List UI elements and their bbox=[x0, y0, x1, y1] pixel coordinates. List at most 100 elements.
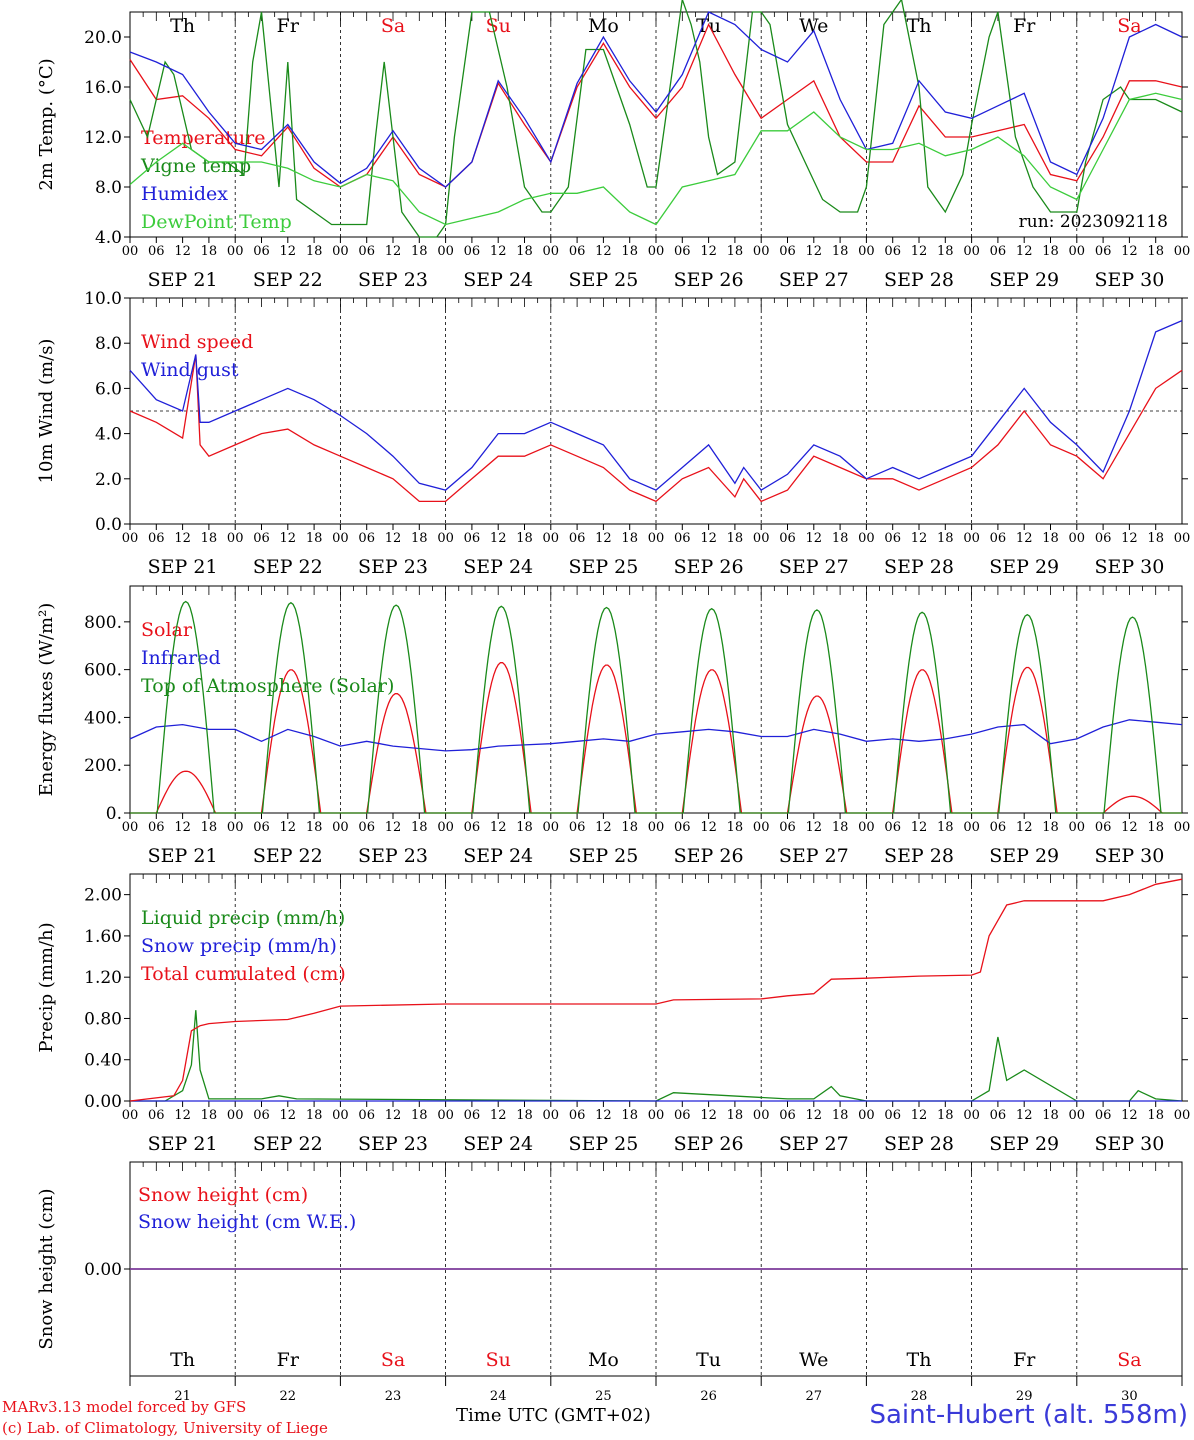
date-label: SEP 26 bbox=[674, 556, 744, 578]
date-label: SEP 22 bbox=[253, 556, 323, 578]
hour-tick-label: 06 bbox=[464, 820, 481, 835]
hour-tick-label: 18 bbox=[832, 244, 849, 259]
hour-tick-label: 12 bbox=[174, 531, 191, 546]
y-tick-label: 8.0 bbox=[95, 334, 122, 354]
hour-tick-label: 18 bbox=[1147, 820, 1164, 835]
day-number-label: 27 bbox=[806, 1389, 823, 1404]
hour-tick-label: 18 bbox=[1042, 1108, 1059, 1123]
y-axis-label: 10m Wind (m/s) bbox=[36, 339, 57, 484]
legend-snow-height-cm-w-e: Snow height (cm W.E.) bbox=[138, 1211, 356, 1233]
hour-tick-label: 00 bbox=[753, 244, 770, 259]
weekday-label: We bbox=[799, 1349, 828, 1371]
hour-tick-label: 00 bbox=[543, 1108, 560, 1123]
hour-tick-label: 18 bbox=[516, 531, 533, 546]
date-label: SEP 30 bbox=[1094, 269, 1164, 291]
hour-tick-label: 06 bbox=[990, 820, 1007, 835]
hour-tick-label: 18 bbox=[1147, 531, 1164, 546]
series-dewpoint-temp bbox=[129, 92, 1183, 226]
hour-tick-label: 06 bbox=[253, 531, 270, 546]
hour-tick-label: 00 bbox=[753, 1108, 770, 1123]
date-label: SEP 24 bbox=[463, 845, 533, 867]
hour-tick-label: 00 bbox=[437, 531, 454, 546]
hour-tick-label: 06 bbox=[569, 244, 586, 259]
hour-tick-label: 00 bbox=[332, 531, 349, 546]
weekday-label: Tu bbox=[696, 1349, 721, 1371]
date-label: SEP 30 bbox=[1094, 556, 1164, 578]
hour-tick-label: 00 bbox=[227, 1108, 244, 1123]
date-label: SEP 21 bbox=[148, 269, 218, 291]
y-tick-label: 0.80 bbox=[84, 1009, 122, 1029]
date-label: SEP 21 bbox=[148, 1133, 218, 1155]
hour-tick-label: 18 bbox=[306, 531, 323, 546]
hour-tick-label: 06 bbox=[884, 820, 901, 835]
y-tick-label: 1.60 bbox=[84, 927, 122, 947]
hour-tick-label: 00 bbox=[1174, 244, 1191, 259]
run-annotation: run: 2023092118 bbox=[1019, 212, 1168, 232]
weekday-label: Sa bbox=[1117, 1349, 1141, 1371]
hour-tick-label: 12 bbox=[700, 1108, 717, 1123]
hour-tick-label: 12 bbox=[806, 820, 823, 835]
day-number-label: 21 bbox=[174, 1389, 191, 1404]
hour-tick-label: 18 bbox=[201, 244, 218, 259]
hour-tick-label: 06 bbox=[253, 820, 270, 835]
hour-tick-label: 18 bbox=[727, 244, 744, 259]
y-tick-label: 12.0 bbox=[84, 128, 122, 148]
date-label: SEP 24 bbox=[463, 556, 533, 578]
hour-tick-label: 18 bbox=[937, 820, 954, 835]
day-number-label: 22 bbox=[280, 1389, 297, 1404]
hour-tick-label: 12 bbox=[1121, 1108, 1138, 1123]
y-tick-label: 4.0 bbox=[95, 425, 122, 445]
hour-tick-label: 06 bbox=[569, 820, 586, 835]
hour-tick-label: 18 bbox=[621, 1108, 638, 1123]
hour-tick-label: 18 bbox=[516, 1108, 533, 1123]
hour-tick-label: 12 bbox=[595, 531, 612, 546]
series-wind-gust bbox=[129, 320, 1183, 491]
legend-temperature: Temperature bbox=[141, 127, 265, 149]
hour-tick-label: 00 bbox=[543, 820, 560, 835]
legend-vigne-temp: Vigne temp bbox=[140, 155, 251, 177]
date-label: SEP 30 bbox=[1094, 1133, 1164, 1155]
weekday-label: Fr bbox=[1013, 15, 1036, 37]
weekday-label: Fr bbox=[277, 1349, 300, 1371]
hour-tick-label: 12 bbox=[700, 531, 717, 546]
hour-tick-label: 12 bbox=[1121, 531, 1138, 546]
hour-tick-label: 12 bbox=[806, 244, 823, 259]
weekday-label: Th bbox=[170, 15, 195, 37]
y-tick-label: 4.0 bbox=[95, 228, 122, 248]
hour-tick-label: 06 bbox=[464, 531, 481, 546]
date-label: SEP 24 bbox=[463, 1133, 533, 1155]
hour-tick-label: 00 bbox=[437, 820, 454, 835]
hour-tick-label: 12 bbox=[1121, 244, 1138, 259]
hour-tick-label: 06 bbox=[990, 1108, 1007, 1123]
series-vigne-temp bbox=[129, 0, 1183, 238]
legend-wind-gust: Wind gust bbox=[141, 359, 239, 381]
hour-tick-label: 12 bbox=[911, 244, 928, 259]
date-label: SEP 29 bbox=[989, 556, 1059, 578]
day-number-label: 26 bbox=[700, 1389, 717, 1404]
hour-tick-label: 06 bbox=[1095, 244, 1112, 259]
model-credit: MARv3.13 model forced by GFS bbox=[2, 1398, 247, 1416]
y-tick-label: 400. bbox=[84, 708, 122, 728]
hour-tick-label: 06 bbox=[779, 531, 796, 546]
hour-tick-label: 06 bbox=[1095, 820, 1112, 835]
hour-tick-label: 06 bbox=[358, 820, 375, 835]
legend-snow-height-cm: Snow height (cm) bbox=[138, 1184, 308, 1206]
hour-tick-label: 06 bbox=[569, 1108, 586, 1123]
date-label: SEP 22 bbox=[253, 1133, 323, 1155]
hour-tick-label: 18 bbox=[306, 820, 323, 835]
panel-1: 4.0 8.0 12.0 16.0 20.0 2m Temp. (°C) 00 06 12 18 S… bbox=[36, 0, 1190, 291]
hour-tick-label: 18 bbox=[727, 820, 744, 835]
date-label: SEP 23 bbox=[358, 845, 428, 867]
hour-tick-label: 00 bbox=[122, 820, 139, 835]
hour-tick-label: 00 bbox=[753, 820, 770, 835]
hour-tick-label: 00 bbox=[122, 531, 139, 546]
hour-tick-label: 00 bbox=[858, 531, 875, 546]
hour-tick-label: 00 bbox=[227, 820, 244, 835]
hour-tick-label: 06 bbox=[779, 820, 796, 835]
day-number-label: 30 bbox=[1121, 1389, 1138, 1404]
hour-tick-label: 18 bbox=[201, 820, 218, 835]
hour-tick-label: 12 bbox=[280, 1108, 297, 1123]
hour-tick-label: 18 bbox=[1147, 1108, 1164, 1123]
hour-tick-label: 00 bbox=[122, 1108, 139, 1123]
y-tick-label: 1.20 bbox=[84, 968, 122, 988]
